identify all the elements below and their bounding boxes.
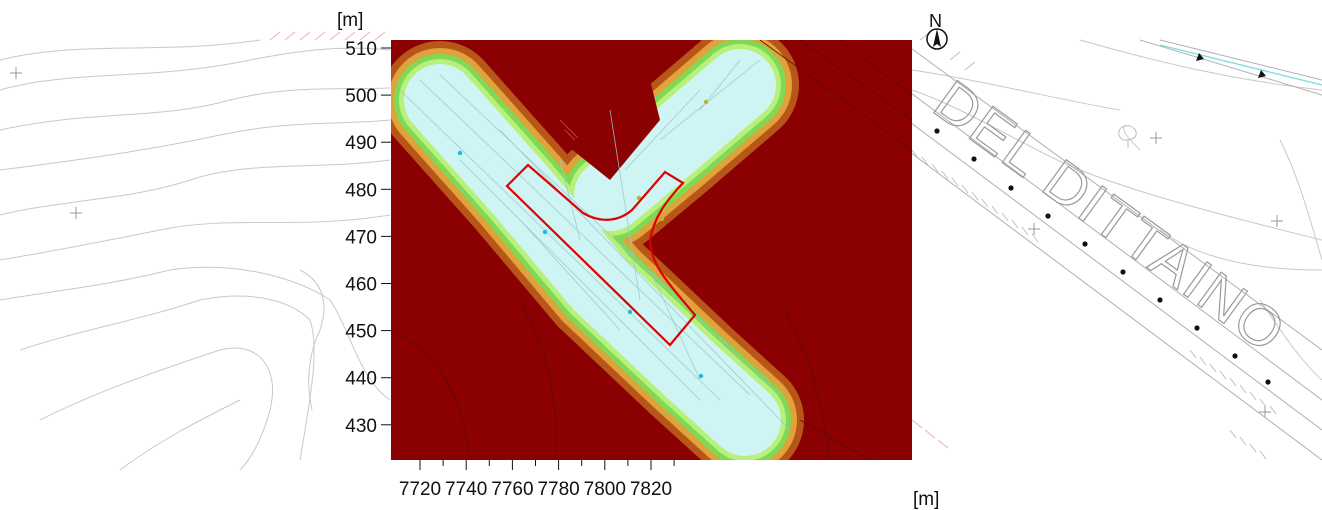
y-tick-label: 460 [345, 275, 377, 296]
x-tick-label: 7780 [537, 479, 579, 500]
road-name: DEL DITTAINO [922, 68, 1298, 366]
axes: 510 500 490 480 470 460 450 440 430 7720 7740 7760… [337, 10, 939, 510]
contour-notch [540, 40, 660, 180]
cad-lines [399, 59, 791, 431]
north-arrow-icon [926, 28, 948, 50]
flow-arrow-icon [1196, 53, 1204, 61]
x-axis-unit: [m] [913, 489, 939, 510]
y-tick-label: 500 [345, 86, 377, 107]
basemap [0, 39, 1322, 471]
x-tick-label: 7760 [491, 479, 533, 500]
x-tick-label: 7820 [630, 479, 672, 500]
y-tick-label: 480 [345, 180, 377, 201]
x-axis: 7720 7740 7760 7780 7800 7820 [399, 460, 675, 500]
flow-arrow-icon [1258, 70, 1266, 78]
y-tick-label: 470 [345, 227, 377, 248]
y-axis-unit: [m] [337, 10, 363, 31]
y-tick-label: 440 [345, 369, 377, 390]
noise-panel [391, 40, 912, 460]
survey-marks [10, 67, 1283, 418]
y-axis: 510 500 490 480 470 460 450 440 430 [345, 39, 391, 437]
noise-contour-bands [391, 40, 804, 460]
x-tick-label: 7720 [399, 479, 441, 500]
y-tick-label: 450 [345, 322, 377, 343]
building-footprint [505, 163, 697, 347]
contour-band-4-1 [574, 49, 776, 231]
x-tick-label: 7800 [584, 479, 626, 500]
cad-lines-dark [391, 40, 912, 460]
north-label: N [929, 11, 942, 31]
north-arrow: N [926, 11, 948, 50]
contour-band-4-0 [404, 64, 781, 456]
x-tick-label: 7740 [445, 479, 487, 500]
y-tick-label: 510 [345, 39, 377, 60]
y-tick-label: 490 [345, 133, 377, 154]
y-tick-label: 430 [345, 416, 377, 437]
